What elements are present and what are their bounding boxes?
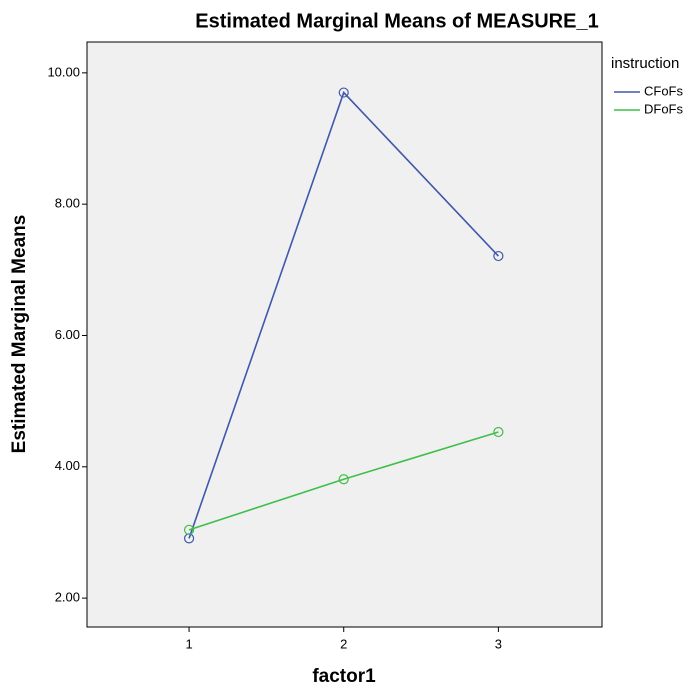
y-tick-label: 2.00 bbox=[55, 590, 80, 605]
plot-area bbox=[87, 42, 602, 627]
chart-title: Estimated Marginal Means of MEASURE_1 bbox=[195, 10, 598, 32]
legend-label: DFoFs bbox=[644, 101, 684, 116]
y-tick-label: 6.00 bbox=[55, 327, 80, 342]
chart: Estimated Marginal Means of MEASURE_1 fa… bbox=[0, 0, 690, 688]
legend-label: CFoFs bbox=[644, 83, 684, 98]
y-tick-label: 10.00 bbox=[47, 64, 80, 79]
x-axis-label: factor1 bbox=[312, 666, 376, 687]
y-tick-label: 4.00 bbox=[55, 458, 80, 473]
x-tick-label: 3 bbox=[495, 636, 502, 651]
y-axis-label: Estimated Marginal Means bbox=[9, 215, 30, 454]
x-tick-label: 2 bbox=[340, 636, 347, 651]
x-tick-label: 1 bbox=[185, 636, 192, 651]
y-tick-label: 8.00 bbox=[55, 196, 80, 211]
legend-title: instruction bbox=[611, 55, 679, 72]
